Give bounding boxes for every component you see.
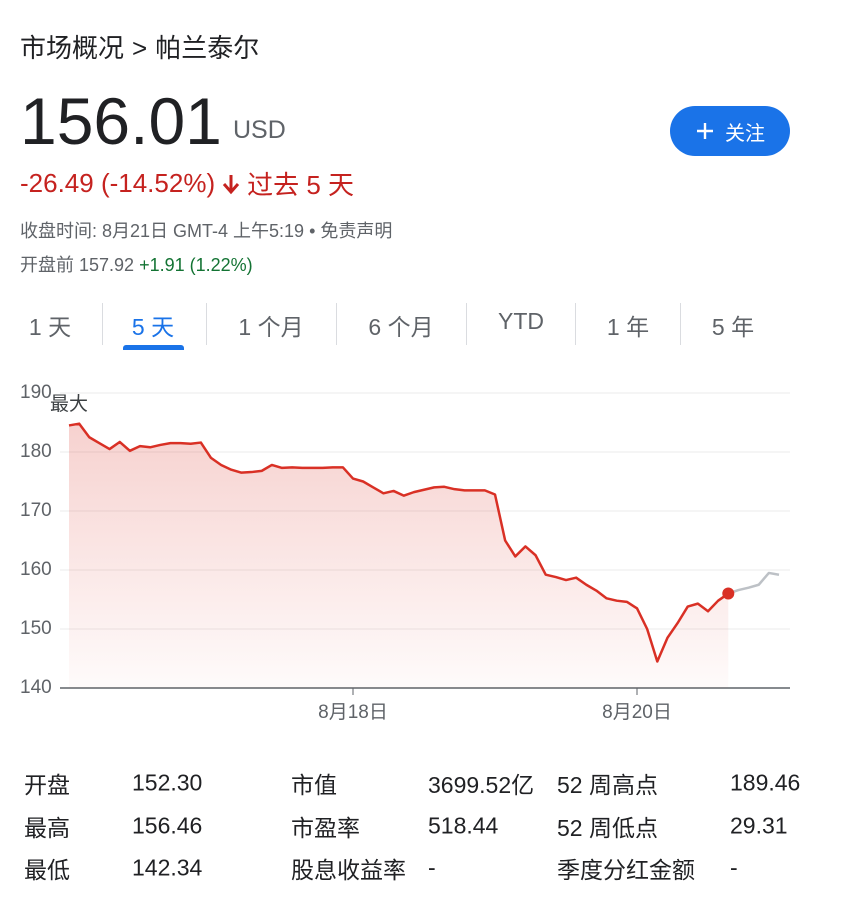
follow-label: 关注	[725, 122, 765, 145]
stat-label: 最高	[24, 815, 70, 841]
y-tick-label: 170	[20, 500, 52, 521]
plus-icon	[697, 123, 713, 139]
premarket-label: 开盘前	[20, 255, 74, 275]
premarket-change: +1.91 (1.22%)	[139, 255, 253, 275]
premarket-price: 157.92	[79, 255, 135, 275]
current-point	[722, 587, 735, 600]
stat-label: 开盘	[24, 772, 70, 798]
stat-value: 518.44	[428, 812, 499, 839]
stat-value: 3699.52亿	[428, 772, 535, 798]
stat-label: 市盈率	[291, 815, 360, 841]
stat-value: 29.31	[730, 812, 788, 839]
premarket: 开盘前 157.92 +1.91 (1.22%)	[20, 251, 253, 277]
disclaimer-link[interactable]: 免责声明	[320, 221, 393, 241]
y-tick-label: 160	[20, 559, 52, 580]
range-tab[interactable]: YTD	[498, 308, 544, 334]
change-line: -26.49 (-14.52%) 过去 5 天	[20, 165, 354, 202]
y-tick-label: 190	[20, 382, 52, 403]
price-line	[727, 571, 780, 595]
stat-value: 156.46	[132, 812, 203, 839]
stat-label: 最低	[24, 857, 70, 883]
stat-label: 52 周高点	[557, 772, 658, 798]
change: -26.49 (-14.52%)	[20, 168, 216, 198]
range-tab[interactable]: 5 年	[711, 314, 755, 340]
close-time: 收盘时间: 8月21日 GMT-4 上午5:19	[20, 221, 305, 241]
tab-separator	[680, 303, 681, 345]
range-tab[interactable]: 1 年	[606, 314, 650, 340]
x-tick-label: 8月20日	[602, 702, 672, 723]
stat-value: -	[730, 854, 738, 881]
annotation: 最大	[50, 393, 88, 415]
price: 156.01	[20, 84, 222, 158]
close-info: 收盘时间: 8月21日 GMT-4 上午5:19 • 免责声明	[20, 217, 392, 243]
breadcrumb-parent[interactable]: 市场概况	[20, 33, 125, 63]
stat-value: 142.34	[132, 854, 203, 881]
stat-label: 股息收益率	[291, 857, 406, 883]
stat-label: 市值	[291, 772, 337, 798]
tab-separator	[336, 303, 337, 345]
bullet: •	[309, 221, 316, 241]
tab-separator	[466, 303, 467, 345]
stat-value: 152.30	[132, 769, 203, 796]
y-tick-label: 150	[20, 618, 52, 639]
y-tick-label: 180	[20, 441, 52, 462]
stat-label: 52 周低点	[557, 815, 658, 841]
range-tab[interactable]: 1 天	[28, 314, 72, 340]
tab-separator	[102, 303, 103, 345]
tab-separator	[206, 303, 207, 345]
breadcrumb-current: 帕兰泰尔	[155, 33, 260, 63]
stat-value: -	[428, 854, 436, 881]
breadcrumb-separator: >	[132, 33, 148, 63]
stat-label: 季度分红金额	[557, 857, 695, 883]
range-tab[interactable]: 6 个月	[368, 314, 434, 340]
currency: USD	[233, 116, 286, 144]
follow-button[interactable]: 关注	[670, 106, 790, 156]
x-tick-label: 8月18日	[318, 702, 388, 723]
area-fill	[69, 423, 729, 688]
down-arrow	[222, 174, 240, 194]
tab-underline	[123, 345, 184, 350]
tab-separator	[575, 303, 576, 345]
range-tab[interactable]: 5 天	[131, 314, 175, 340]
range-tab[interactable]: 1 个月	[238, 314, 304, 340]
price-line	[68, 422, 730, 663]
period: 过去 5 天	[247, 170, 355, 200]
y-tick-label: 140	[20, 677, 52, 698]
stat-value: 189.46	[730, 769, 801, 796]
breadcrumb: 市场概况 > 帕兰泰尔	[20, 28, 267, 65]
